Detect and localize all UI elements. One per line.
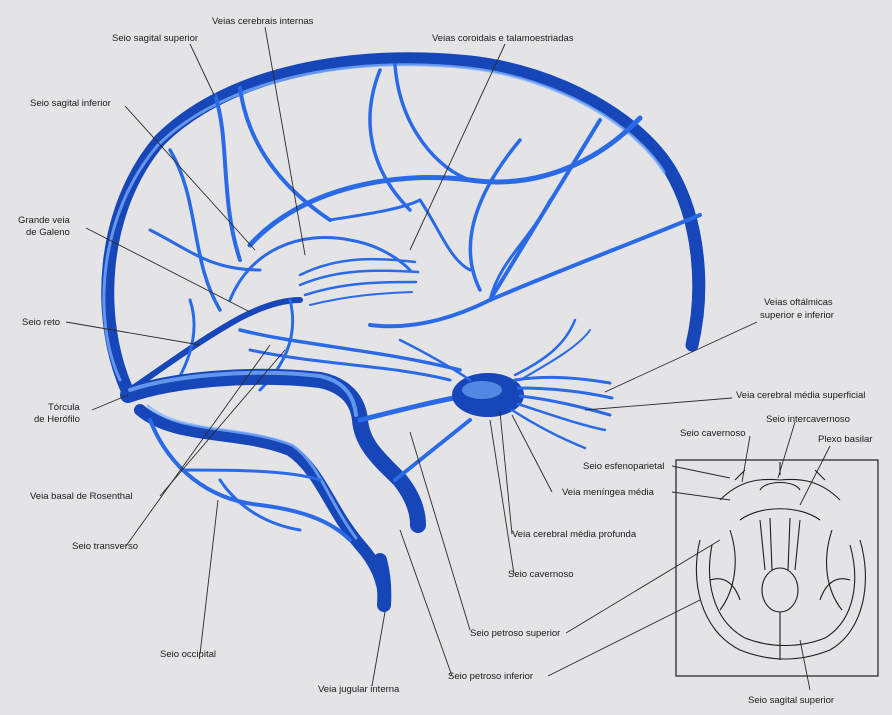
basal-vein-of-rosenthal: [238, 328, 462, 382]
leader-lines: [65, 26, 831, 691]
labels: Veias cerebrais internas Seio sagital su…: [18, 16, 872, 706]
label-plexo-basilar: Plexo basilar: [818, 434, 872, 445]
occipital-sinus-vessel: [148, 418, 352, 542]
label-seio-occipital: Seio occipital: [160, 649, 216, 660]
inferior-sagittal-sinus-vessel: [247, 115, 702, 329]
label-seio-intercavernoso: Seio intercavernoso: [766, 414, 850, 425]
label-veia-basal: Veia basal de Rosenthal: [30, 491, 132, 502]
label-seio-transverso: Seio transverso: [72, 541, 138, 552]
label-veia-jugular-interna: Veia jugular interna: [318, 684, 400, 695]
label-seio-petroso-superior: Seio petroso superior: [470, 628, 560, 639]
label-veias-oftalmicas-1: Veias oftálmicas: [764, 297, 833, 308]
label-seio-esfenoparietal: Seio esfenoparietal: [583, 461, 664, 472]
main-vein-illustration: [101, 52, 706, 612]
inset-skull-base: [675, 459, 879, 677]
inset-frame: [675, 459, 879, 677]
label-veias-cerebrais-internas: Veias cerebrais internas: [212, 16, 314, 27]
label-grande-veia-1: Grande veia: [18, 215, 70, 226]
label-veia-cerebral-media-superficial: Veia cerebral média superficial: [736, 390, 865, 401]
label-seio-petroso-inferior: Seio petroso inferior: [448, 671, 533, 682]
label-torcula-2: de Herófilo: [34, 414, 80, 425]
label-veias-oftalmicas-2: superior e inferior: [760, 310, 834, 321]
internal-cerebral-veins: [228, 236, 420, 306]
cavernous-sinus-vessel: [452, 373, 524, 417]
internal-jugular-vein: [373, 553, 392, 612]
label-seio-sagital-superior-inset: Seio sagital superior: [748, 695, 834, 706]
label-grande-veia-2: de Galeno: [26, 227, 70, 238]
ophthalmic-and-middle-cerebral-veins: [398, 318, 614, 450]
label-veia-cerebral-media-profunda: Veia cerebral média profunda: [512, 529, 637, 540]
transverse-sinus-vessel: [120, 368, 426, 611]
label-veias-coroidais: Veias coroidais e talamoestriadas: [432, 33, 574, 44]
label-seio-cavernoso-inset: Seio cavernoso: [680, 428, 745, 439]
label-seio-sagital-superior: Seio sagital superior: [112, 33, 198, 44]
cortical-veins: [148, 63, 552, 312]
label-seio-cavernoso: Seio cavernoso: [508, 569, 573, 580]
label-seio-sagital-inferior: Seio sagital inferior: [30, 98, 111, 109]
label-seio-reto: Seio reto: [22, 317, 60, 328]
label-torcula-1: Tórcula: [48, 402, 80, 413]
label-veia-meningea-media: Veia meníngea média: [562, 487, 655, 498]
superior-sagittal-sinus-vessel: [101, 52, 706, 399]
